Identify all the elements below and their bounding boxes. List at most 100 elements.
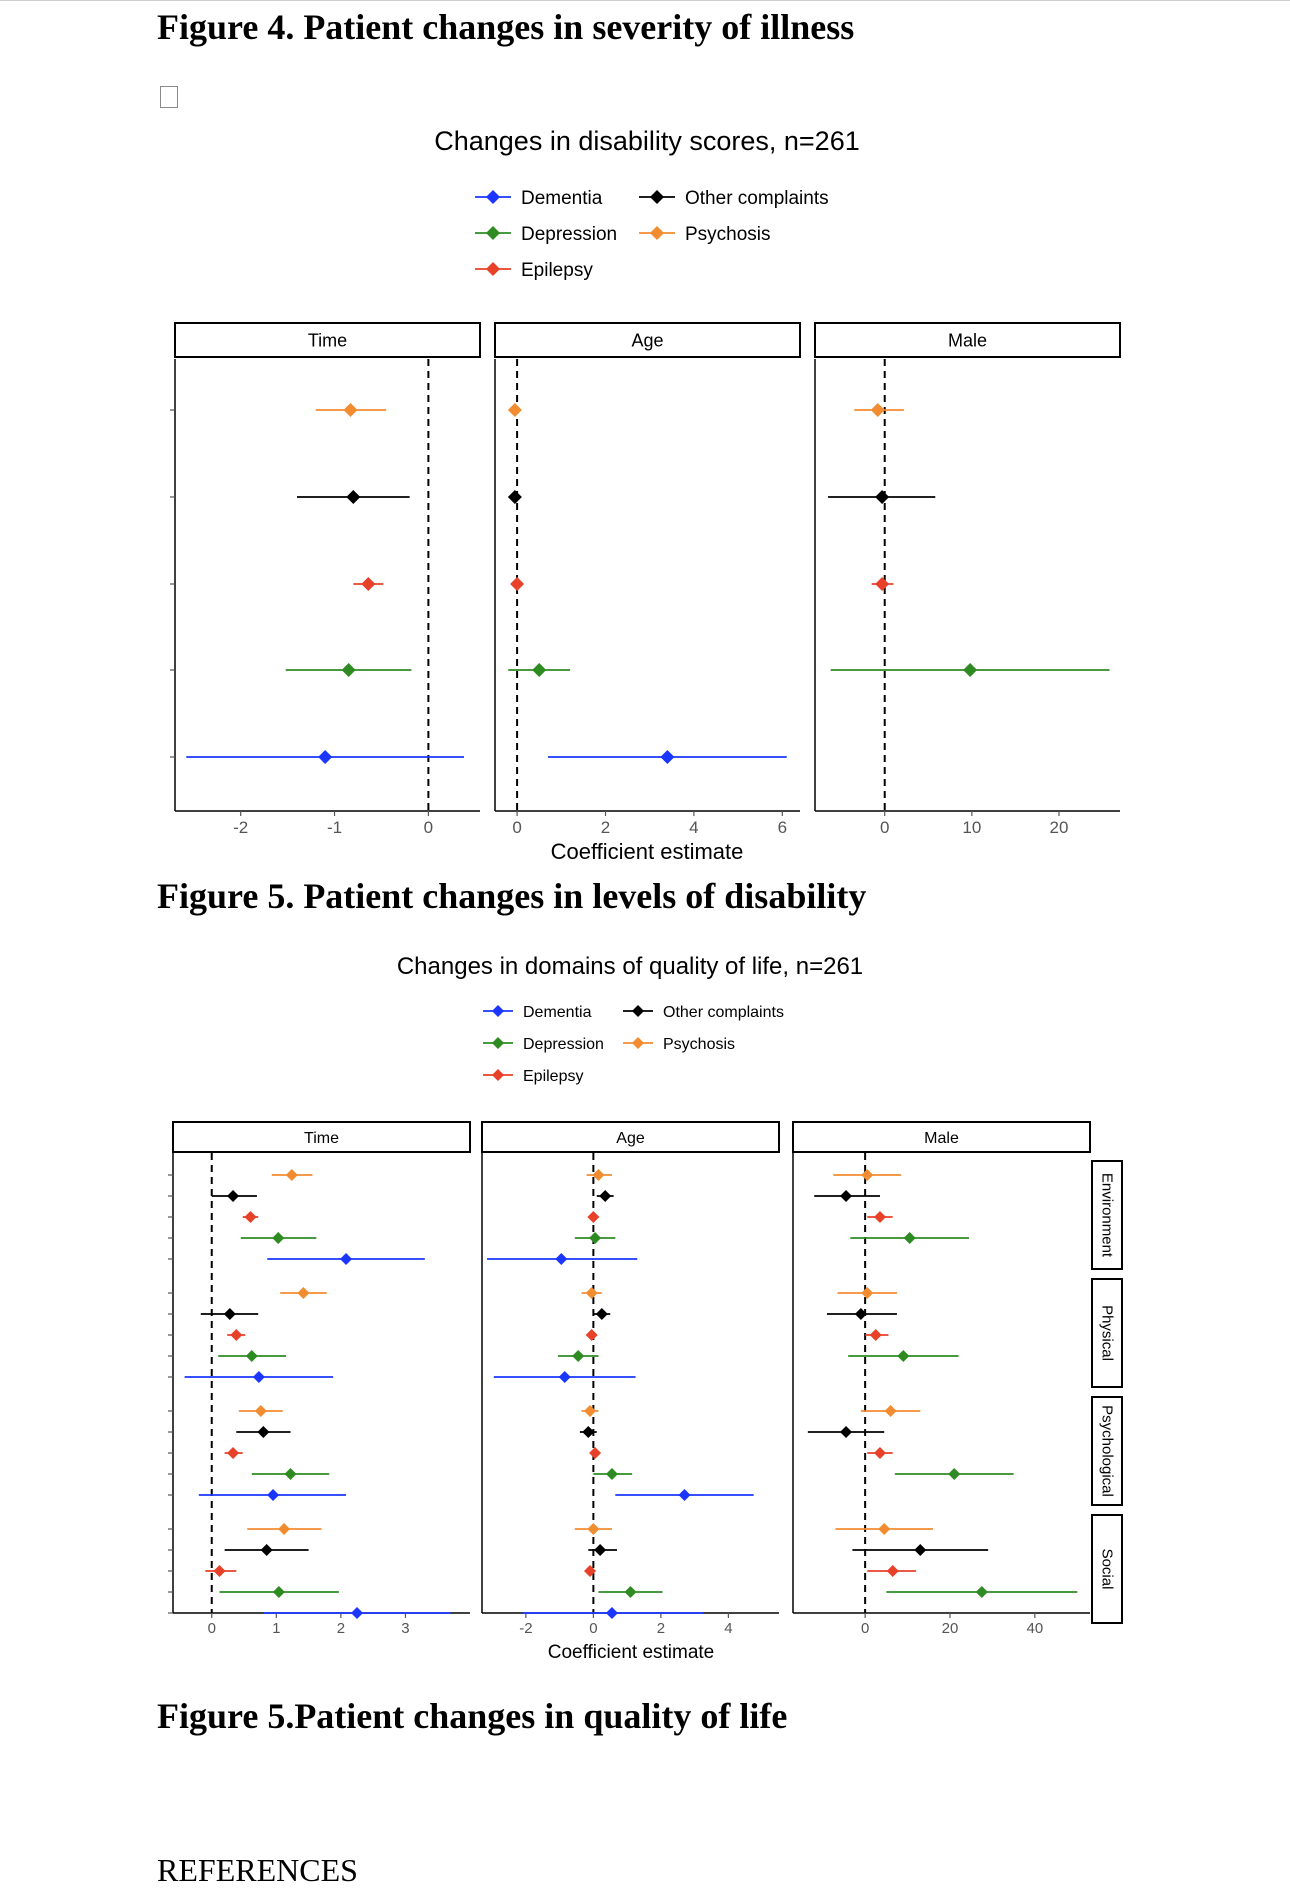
x-tick-label: -2 <box>233 818 248 837</box>
estimate-point-depression <box>572 1350 585 1362</box>
estimate-point-other-complaints <box>875 490 890 504</box>
legend-label-depression: Depression <box>521 224 617 245</box>
domain-label-psychological: Psychological <box>1099 1405 1116 1497</box>
estimate-point-epilepsy <box>227 1447 240 1459</box>
estimate-point-depression <box>272 1232 285 1244</box>
domain-label-environment: Environment <box>1099 1173 1116 1258</box>
legend-key-marker-psychosis <box>632 1037 644 1049</box>
chart-title: Changes in domains of quality of life, n… <box>397 953 863 980</box>
panel-strip-time <box>174 322 481 358</box>
estimate-point-psychosis <box>870 403 885 417</box>
estimate-point-dementia <box>558 1371 571 1383</box>
x-tick-label: 20 <box>1050 818 1069 837</box>
estimate-point-dementia <box>267 1489 280 1501</box>
estimate-point-other-complaints <box>594 1544 607 1556</box>
legend-key-marker-epilepsy <box>492 1069 504 1081</box>
estimate-point-psychosis <box>587 1523 600 1535</box>
estimate-point-epilepsy <box>873 1447 886 1459</box>
estimate-point-depression <box>605 1468 618 1480</box>
x-tick-label: 0 <box>512 818 521 837</box>
references-heading: REFERENCES <box>157 1852 358 1888</box>
estimate-point-epilepsy <box>510 577 525 591</box>
legend-key-marker-other-complaints <box>632 1005 644 1017</box>
quality-of-life-forest-plot: Changes in domains of quality of life, n… <box>168 953 1123 1663</box>
x-tick-label: 2 <box>657 1620 665 1637</box>
figure-5-disability-heading: Figure 5. Patient changes in levels of d… <box>157 876 867 916</box>
legend-label-dementia: Dementia <box>521 188 603 209</box>
x-tick-label: -2 <box>519 1620 532 1637</box>
legend-label-epilepsy: Epilepsy <box>523 1068 583 1085</box>
estimate-point-psychosis <box>878 1523 891 1535</box>
estimate-point-depression <box>272 1586 285 1598</box>
estimate-point-epilepsy <box>886 1565 899 1577</box>
x-tick-label: 6 <box>778 818 787 837</box>
figure-5-quality-heading: Figure 5.Patient changes in quality of l… <box>157 1696 788 1736</box>
panel-strip-male <box>814 322 1121 358</box>
estimate-point-other-complaints <box>582 1426 595 1438</box>
x-axis-title: Coefficient estimate <box>548 1642 715 1663</box>
domain-strip-physical <box>1091 1278 1123 1388</box>
x-tick-label: 3 <box>401 1620 409 1637</box>
figure-4-heading: Figure 4. Patient changes in severity of… <box>157 7 855 47</box>
x-tick-label: 20 <box>942 1620 959 1637</box>
estimate-point-psychosis <box>861 1169 874 1181</box>
panel-strip-time <box>172 1121 471 1153</box>
panel-strip-age <box>481 1121 780 1153</box>
legend-key-marker-dementia <box>486 190 500 204</box>
estimate-point-depression <box>589 1232 602 1244</box>
estimate-point-epilepsy <box>589 1447 602 1459</box>
panel-strip-age <box>494 322 801 358</box>
estimate-point-epilepsy <box>230 1329 243 1341</box>
legend-label-psychosis: Psychosis <box>663 1036 735 1053</box>
estimate-point-epilepsy <box>869 1329 882 1341</box>
estimate-point-psychosis <box>584 1405 596 1417</box>
estimate-point-psychosis <box>343 403 358 417</box>
legend-key-marker-depression <box>492 1037 504 1049</box>
estimate-point-depression <box>532 663 547 677</box>
estimate-point-epilepsy <box>361 577 376 591</box>
x-tick-label: 40 <box>1026 1620 1043 1637</box>
x-tick-label: -1 <box>327 818 342 837</box>
estimate-point-dementia <box>555 1253 568 1265</box>
estimate-point-other-complaints <box>840 1426 853 1438</box>
estimate-point-other-complaints <box>599 1190 612 1202</box>
estimate-point-dementia <box>660 750 675 764</box>
estimate-point-dementia <box>252 1371 265 1383</box>
x-tick-label: 0 <box>208 1620 216 1637</box>
panel-title-time: Time <box>304 1130 339 1147</box>
legend-key-marker-depression <box>486 226 500 240</box>
panel-title-male: Male <box>924 1130 959 1147</box>
legend-key-marker-psychosis <box>650 226 664 240</box>
x-tick-label: 1 <box>272 1620 280 1637</box>
x-tick-label: 10 <box>962 818 981 837</box>
estimate-point-epilepsy <box>873 1211 886 1223</box>
estimate-point-other-complaints <box>854 1308 867 1320</box>
legend-label-psychosis: Psychosis <box>685 224 771 245</box>
legend-label-dementia: Dementia <box>523 1004 592 1021</box>
x-tick-label: 4 <box>724 1620 732 1637</box>
estimate-point-dementia <box>678 1489 691 1501</box>
x-axis-title: Coefficient estimate <box>551 839 744 864</box>
estimate-point-psychosis <box>285 1169 298 1181</box>
estimate-point-psychosis <box>884 1405 897 1417</box>
x-tick-label: 0 <box>424 818 433 837</box>
estimate-point-depression <box>903 1232 916 1244</box>
estimate-point-depression <box>284 1468 297 1480</box>
estimate-point-dementia <box>318 750 333 764</box>
x-tick-label: 2 <box>337 1620 345 1637</box>
estimate-point-psychosis <box>254 1405 267 1417</box>
legend-label-depression: Depression <box>523 1036 604 1053</box>
panel-title-time: Time <box>308 330 347 350</box>
domain-label-physical: Physical <box>1099 1305 1116 1361</box>
legend-label-epilepsy: Epilepsy <box>521 260 593 281</box>
estimate-point-dementia <box>351 1607 364 1619</box>
estimate-point-other-complaints <box>227 1190 240 1202</box>
estimate-point-psychosis <box>592 1169 605 1181</box>
panel-strip-male <box>792 1121 1091 1153</box>
estimate-point-depression <box>963 663 978 677</box>
estimate-point-epilepsy <box>584 1565 596 1577</box>
estimate-point-epilepsy <box>244 1211 257 1223</box>
estimate-point-depression <box>948 1468 961 1480</box>
estimate-point-psychosis <box>278 1523 291 1535</box>
x-tick-label: 0 <box>880 818 889 837</box>
